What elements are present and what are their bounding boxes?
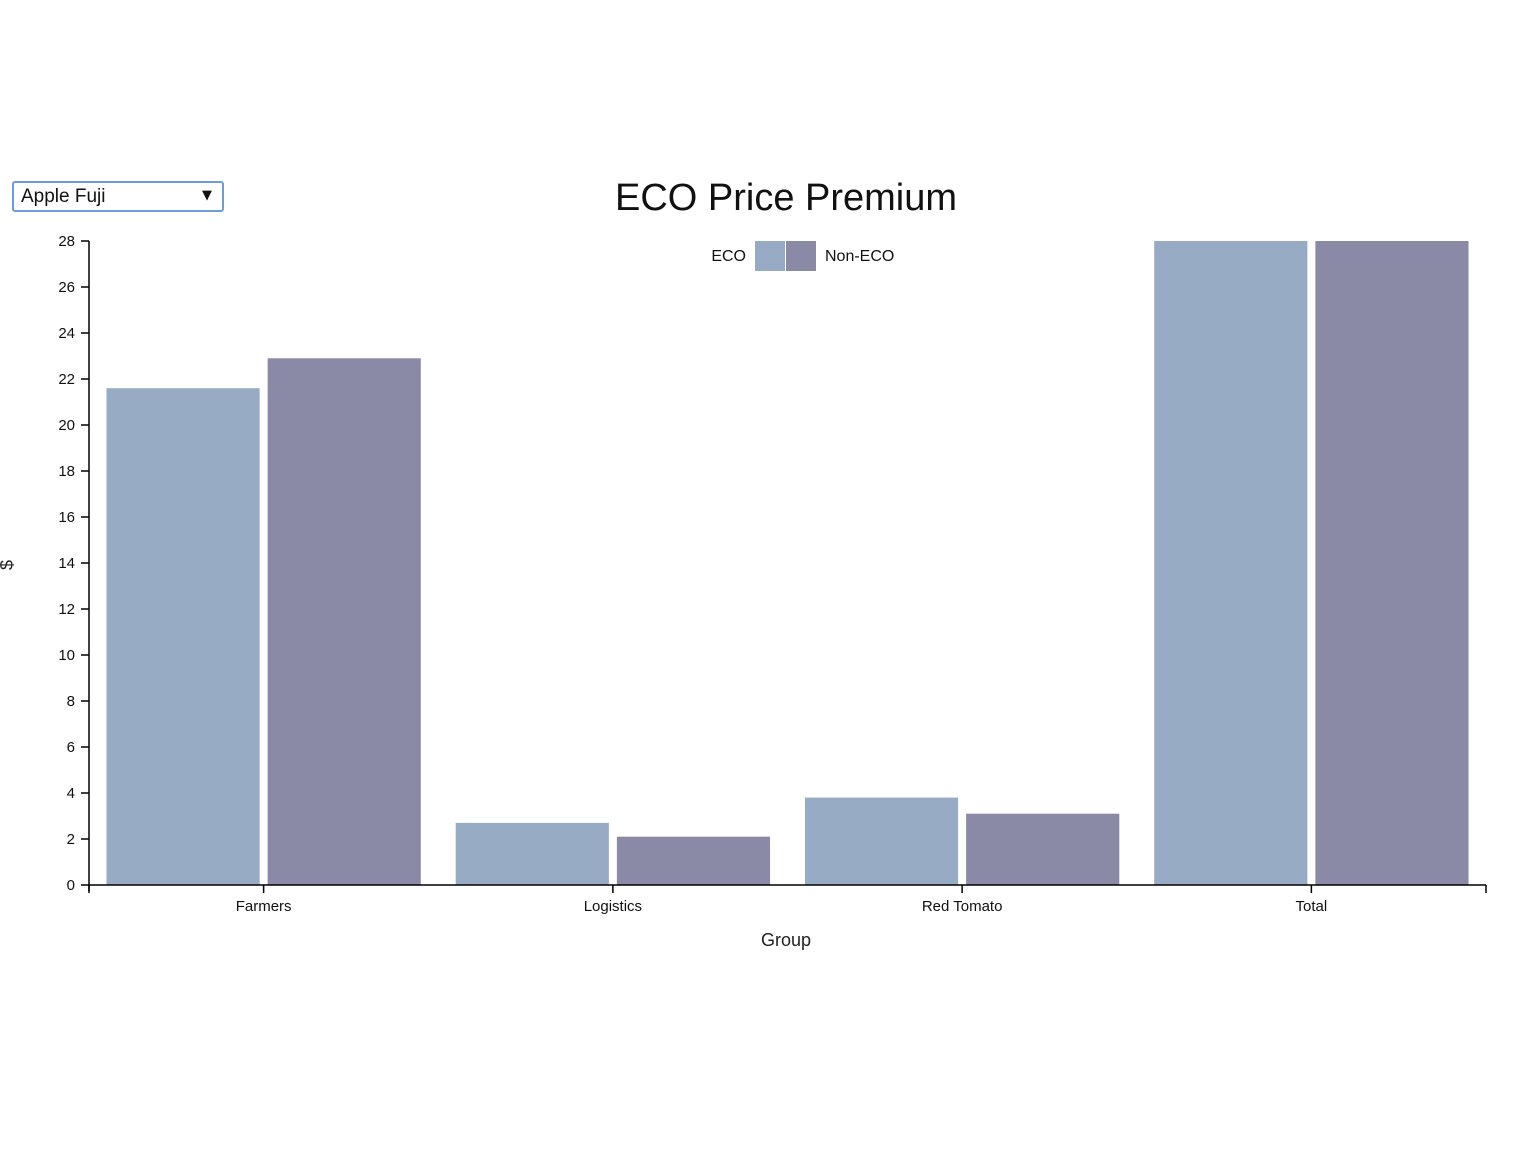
- y-tick-label: 10: [58, 647, 75, 664]
- x-tick-label: Red Tomato: [922, 898, 1003, 915]
- y-tick-label: 12: [58, 601, 75, 618]
- y-tick-label: 4: [67, 785, 75, 802]
- y-tick-label: 26: [58, 279, 75, 296]
- x-axis: Farmers Logistics Red Tomato Total: [89, 885, 1486, 915]
- bar-total-non-eco: [1315, 241, 1468, 885]
- y-tick-label: 24: [58, 325, 75, 342]
- x-tick-label: Farmers: [236, 898, 292, 915]
- bar-total-eco: [1154, 241, 1307, 885]
- legend-swatch-eco: [755, 241, 785, 271]
- legend-swatch-non-eco: [786, 241, 816, 271]
- legend-label-non-eco: Non-ECO: [825, 248, 894, 265]
- x-axis-title: Group: [761, 930, 811, 950]
- bar-red-tomato-eco: [805, 798, 958, 885]
- y-tick-label: 16: [58, 509, 75, 526]
- y-tick-label: 18: [58, 463, 75, 480]
- x-tick-label: Total: [1296, 898, 1328, 915]
- legend: ECO Non-ECO: [711, 241, 894, 271]
- y-tick-label: 28: [58, 233, 75, 250]
- bar-red-tomato-non-eco: [966, 814, 1119, 885]
- chart-title: ECO Price Premium: [615, 177, 957, 219]
- y-tick-label: 6: [67, 739, 75, 756]
- bar-farmers-eco: [106, 388, 259, 885]
- y-tick-label: 22: [58, 371, 75, 388]
- bar-logistics-non-eco: [617, 837, 770, 885]
- y-tick-label: 20: [58, 417, 75, 434]
- y-tick-label: 14: [58, 555, 75, 572]
- y-axis-title: $: [0, 560, 17, 570]
- y-tick-label: 8: [67, 693, 75, 710]
- bar-logistics-eco: [456, 823, 609, 885]
- y-tick-label: 2: [67, 831, 75, 848]
- y-tick-label: 0: [67, 877, 75, 894]
- bars-group: [106, 241, 1468, 885]
- bar-farmers-non-eco: [268, 358, 421, 885]
- x-tick-label: Logistics: [584, 898, 642, 915]
- legend-label-eco: ECO: [711, 248, 746, 265]
